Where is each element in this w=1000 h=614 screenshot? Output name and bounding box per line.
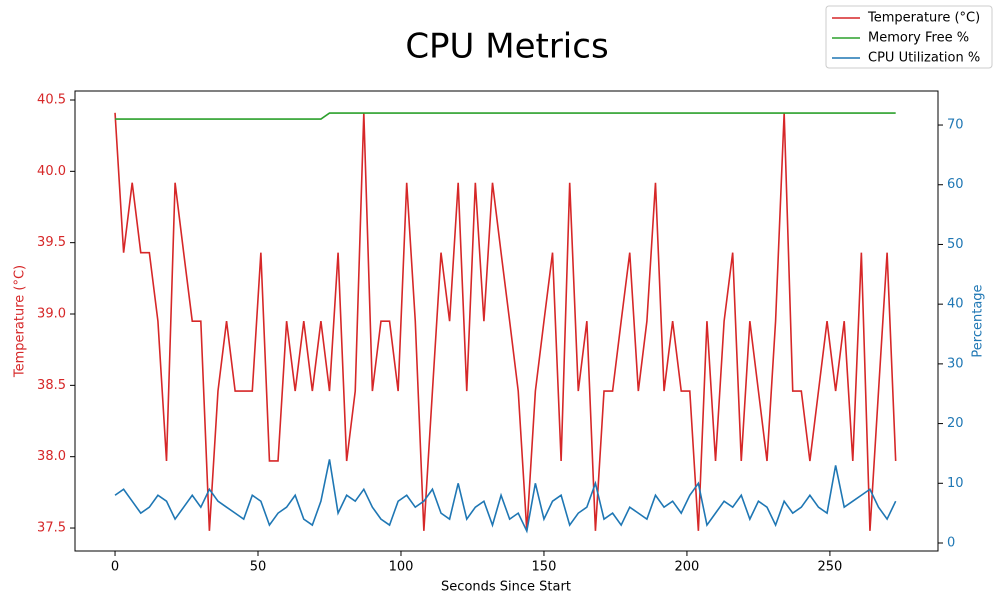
x-tick-label: 250 [817,560,842,575]
x-tick-label: 50 [250,560,267,575]
y2-tick-label: 70 [947,118,964,133]
y2-tick-label: 30 [947,356,964,371]
y-tick-label: 40.5 [37,92,66,107]
y2-tick-label: 10 [947,476,964,491]
x-tick-label: 100 [389,560,414,575]
legend-label: Temperature (°C) [867,11,980,26]
plot-frame [74,90,939,552]
y-tick-label: 38.0 [37,449,66,464]
series-line [114,112,897,531]
x-axis-label: Seconds Since Start [441,580,571,595]
y2-tick-label: 50 [947,237,964,252]
chart-title: CPU Metrics [405,27,608,67]
y-tick-label: 37.5 [37,521,66,536]
y2-tick-label: 40 [947,297,964,312]
legend-label: CPU Utilization % [868,51,980,66]
series-line [115,112,896,120]
y-axis-label: Temperature (°C) [13,265,28,378]
y-tick-label: 40.0 [37,164,66,179]
series-line [114,459,897,534]
y-tick-label: 39.5 [37,235,66,250]
legend-box [825,5,993,69]
y2-tick-label: 60 [947,177,964,192]
y2-tick-label: 20 [947,416,964,431]
y2-axis-label: Percentage [971,284,986,357]
x-tick-label: 200 [675,560,700,575]
x-tick-label: 150 [532,560,557,575]
legend-label: Memory Free % [868,31,969,46]
y2-tick-label: 0 [947,535,955,550]
y-tick-label: 38.5 [37,378,66,393]
x-tick-label: 0 [111,560,119,575]
y-tick-label: 39.0 [37,307,66,322]
